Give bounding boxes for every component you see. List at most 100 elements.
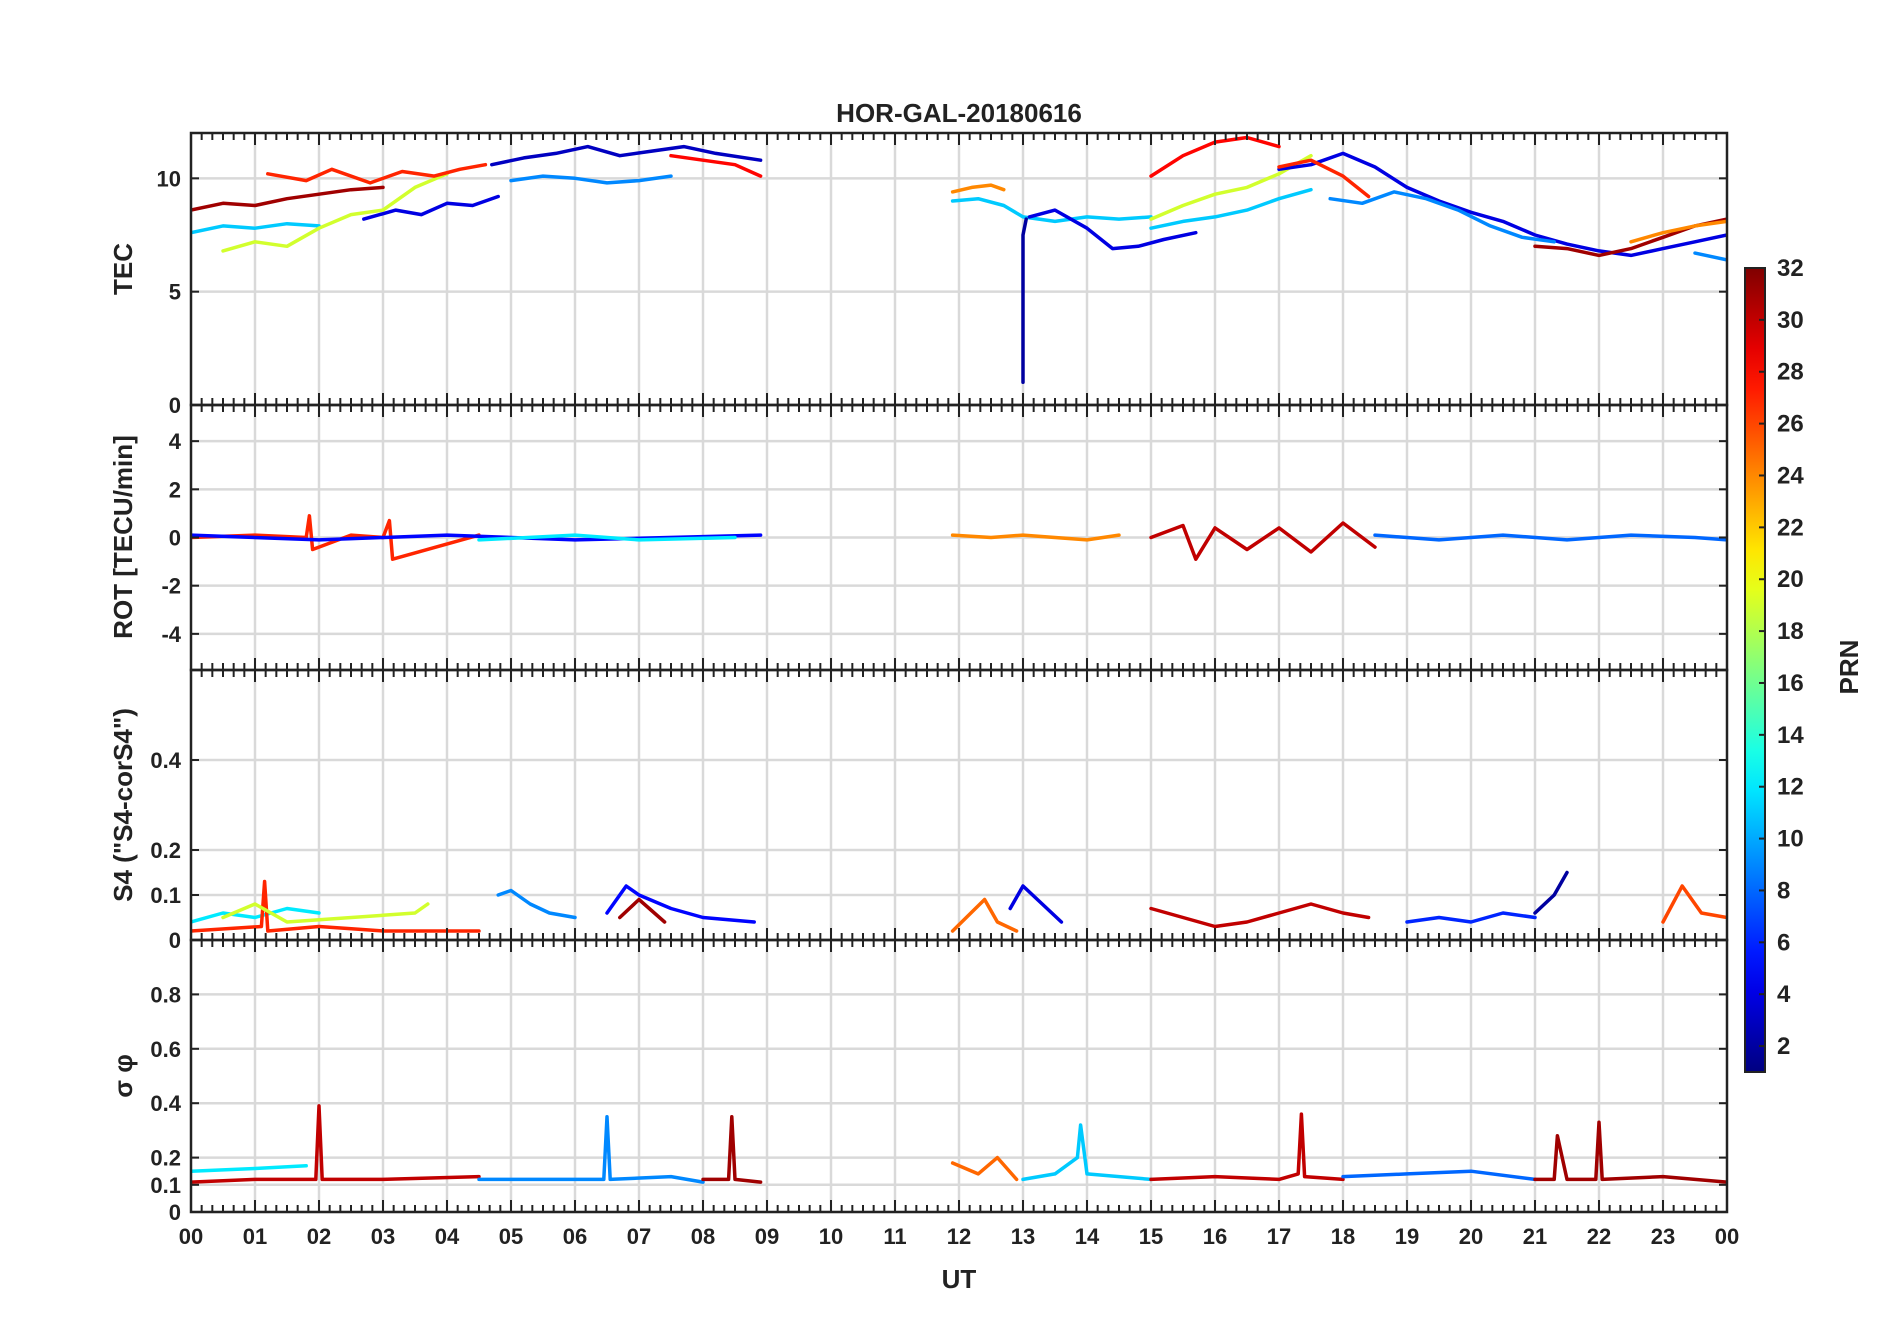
colorbar-tick-label: 10 — [1777, 826, 1804, 853]
tec-y-axis-label: TEC — [108, 243, 138, 295]
colorbar-label: PRN — [1834, 640, 1864, 695]
sigma-phi-series-prn-31-8 — [1533, 1120, 1727, 1184]
x-tick-label: 17 — [1267, 1224, 1291, 1249]
colorbar-tick-label: 6 — [1777, 929, 1790, 956]
sigma-phi-series-prn-9-2 — [477, 1115, 705, 1184]
s4-series-prn-12-0 — [191, 906, 321, 924]
sigma-phi-y-tick-label: 0.4 — [150, 1091, 181, 1116]
tec-series-prn-4-16 — [1277, 151, 1727, 258]
tec-y-tick-label: 10 — [157, 166, 181, 191]
panel-sigma-phi: 00.10.2 0.4 0.6 0.8 σ φ — [108, 938, 1729, 1225]
x-tick-label: 04 — [435, 1224, 460, 1249]
colorbar-tick-label: 4 — [1777, 981, 1791, 1008]
x-axis: 00 01 02 03 04 05 06 07 08 09 10 11 12 13 14 15 16 17 18 19… — [179, 1224, 1739, 1249]
s4-y-tick-label: 0.2 — [150, 838, 181, 863]
sigma-phi-y-axis-label: σ φ — [108, 1054, 138, 1098]
tec-series-prn-11-1 — [191, 221, 321, 235]
panel-s4: 0 0.1 0.2 0.4 S4 ("S4-corS4") — [108, 668, 1729, 953]
x-tick-label: 01 — [243, 1224, 267, 1249]
rot-y-tick-label: -4 — [161, 622, 181, 647]
rot-y-tick-label: 4 — [169, 429, 182, 454]
sigma-phi-y-tick-label: 0.1 — [150, 1173, 181, 1198]
x-tick-label: 23 — [1651, 1224, 1675, 1249]
tec-series-prn-11-9 — [950, 196, 1153, 224]
rot-y-tick-label: -2 — [161, 574, 181, 599]
s4-y-tick-label: 0.4 — [150, 748, 181, 773]
x-tick-label: 21 — [1523, 1224, 1547, 1249]
colorbar-tick-label: 32 — [1777, 255, 1804, 282]
x-tick-label: 00 — [179, 1224, 203, 1249]
tec-series-prn-4-12 — [1027, 208, 1198, 251]
x-tick-label: 13 — [1011, 1224, 1035, 1249]
sigma-phi-series-prn-30-0 — [191, 1104, 481, 1184]
panel-tec: 0 5 10 TEC — [108, 131, 1729, 418]
tec-series-prn-19-14 — [1149, 153, 1313, 221]
x-tick-label: 11 — [883, 1224, 906, 1249]
colorbar-tick-label: 20 — [1777, 566, 1804, 593]
tec-y-tick-label: 0 — [169, 393, 181, 418]
sigma-phi-y-tick-label: 0.6 — [150, 1037, 181, 1062]
tec-series-prn-24-20 — [1629, 219, 1727, 244]
s4-series-prn-30-8 — [1149, 902, 1371, 929]
sigma-phi-y-tick-label: 0 — [169, 1200, 181, 1225]
x-tick-label: 00 — [1715, 1224, 1739, 1249]
colorbar-tick-label: 30 — [1777, 307, 1804, 334]
s4-series-prn-31-5 — [618, 897, 667, 924]
tec-series-prn-11-15 — [1149, 187, 1313, 230]
colorbar-tick-label: 12 — [1777, 774, 1804, 801]
sigma-phi-series-prn-11-5 — [1021, 1123, 1153, 1182]
sigma-phi-series-prn-8-7 — [1341, 1169, 1537, 1182]
x-tick-label: 20 — [1459, 1224, 1483, 1249]
x-tick-label: 03 — [371, 1224, 395, 1249]
tec-series-prn-2-11 — [1021, 217, 1028, 385]
sigma-phi-series-prn-31-3 — [701, 1115, 763, 1184]
colorbar-tick-label: 8 — [1777, 877, 1790, 904]
colorbar-tick-label: 2 — [1777, 1033, 1790, 1060]
x-tick-label: 12 — [947, 1224, 971, 1249]
s4-y-tick-label: 0 — [169, 928, 181, 953]
s4-series-prn-5-4 — [605, 884, 756, 924]
x-tick-label: 10 — [819, 1224, 843, 1249]
chart-title: HOR-GAL-20180616 — [836, 98, 1082, 128]
rot-series-prn-27-0 — [191, 514, 481, 561]
x-axis-label: UT — [942, 1264, 977, 1294]
tec-series-prn-9-6 — [509, 174, 673, 185]
sigma-phi-y-tick-label: 0.2 — [150, 1146, 181, 1171]
colorbar-tick-label: 14 — [1777, 722, 1804, 749]
s4-series-prn-27-1 — [191, 879, 481, 933]
x-tick-label: 16 — [1203, 1224, 1227, 1249]
tec-series-prn-27-3 — [266, 162, 488, 185]
s4-series-prn-2-10 — [1533, 870, 1569, 915]
sigma-phi-series-prn-12-1 — [191, 1164, 308, 1173]
tec-series-prn-28-7 — [669, 153, 763, 178]
colorbar-tick-label: 16 — [1777, 670, 1804, 697]
rot-series-prn-8-5 — [1373, 533, 1727, 542]
s4-y-axis-label: S4 ("S4-corS4") — [108, 708, 138, 902]
colorbar-tick-label: 22 — [1777, 514, 1804, 541]
s4-series-prn-26-11 — [1661, 884, 1727, 924]
colorbar-gradient — [1744, 267, 1766, 1073]
tec-series-prn-27-18 — [1277, 158, 1371, 199]
colorbar-tick-label: 26 — [1777, 411, 1804, 438]
tec-series-prn-24-10 — [950, 183, 1006, 194]
tec-series-prn-19-2 — [221, 172, 449, 253]
tec-series-prn-3-5 — [490, 144, 763, 167]
s4-series-prn-6-9 — [1405, 911, 1537, 924]
x-tick-label: 22 — [1587, 1224, 1611, 1249]
rot-y-tick-label: 2 — [169, 477, 181, 502]
x-tick-label: 07 — [627, 1224, 651, 1249]
rot-y-axis-label: ROT [TECU/min] — [108, 435, 138, 639]
s4-series-prn-19-2 — [221, 902, 430, 924]
x-tick-label: 14 — [1075, 1224, 1100, 1249]
rot-series-prn-24-3 — [950, 533, 1121, 542]
sigma-phi-series-prn-30-6 — [1149, 1112, 1345, 1182]
x-tick-label: 02 — [307, 1224, 331, 1249]
tec-series-prn-9-21 — [1693, 251, 1727, 262]
tec-series-prn-9-17 — [1328, 190, 1556, 244]
x-tick-label: 05 — [499, 1224, 523, 1249]
tec-series-prn-4-4 — [362, 194, 500, 221]
rot-series-prn-30-4 — [1149, 521, 1377, 561]
rot-y-tick-label: 0 — [169, 526, 181, 551]
sigma-phi-y-tick-label: 0.8 — [150, 982, 181, 1007]
